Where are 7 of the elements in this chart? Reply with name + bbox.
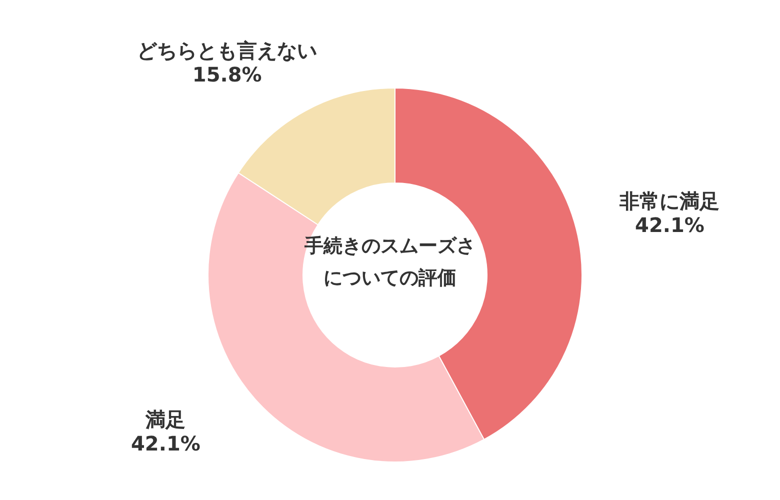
data-label: 42.1% [131,432,200,456]
slice-label: 満足 [144,408,186,432]
data-label: 15.8% [192,62,262,87]
slice-label: 非常に満足 [618,188,720,213]
slice-label: どちらとも言えない [137,38,318,63]
text: 手続きのスムーズさについての評価 [304,234,476,291]
data-label: 42.1% [635,212,704,237]
